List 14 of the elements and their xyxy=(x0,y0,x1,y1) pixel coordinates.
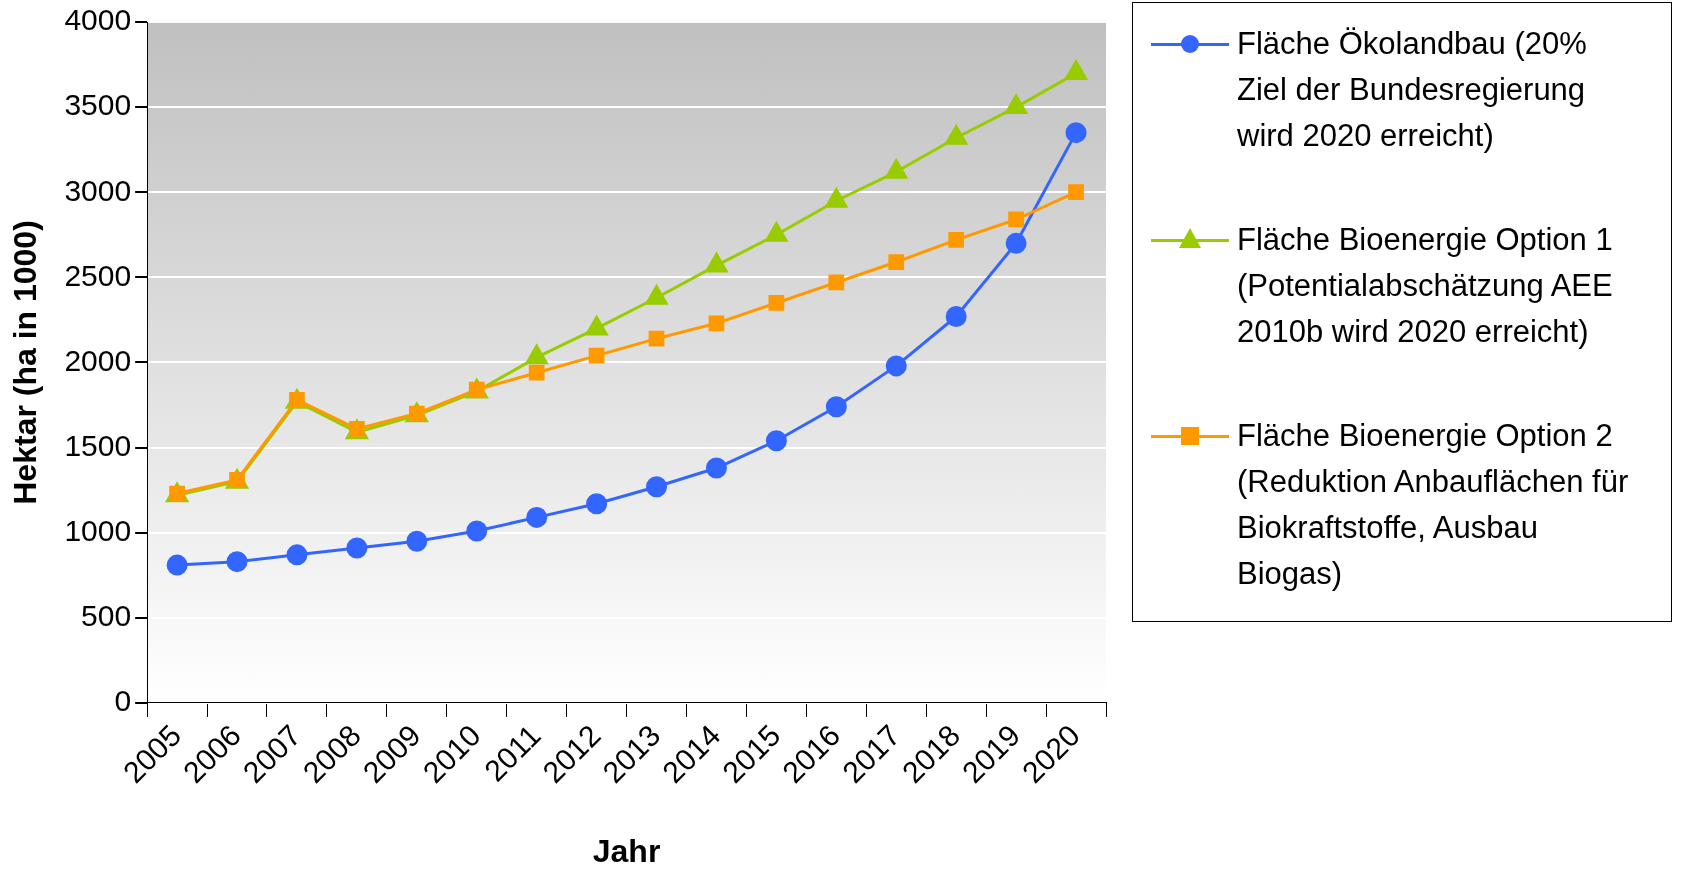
y-tick-label: 3000 xyxy=(64,173,132,207)
y-tick-label: 3500 xyxy=(64,88,132,122)
legend-label: Fläche Bioenergie Option 2 (Reduktion Anbauflächen für Biokraftstoffe, Ausbau Biogas) xyxy=(1237,417,1630,593)
legend-label: Fläche Ökolandbau (20% Ziel der Bundesregierung wird 2020 erreicht) xyxy=(1237,25,1588,155)
y-tick-label: 2000 xyxy=(64,343,132,377)
y-tick-label: 0 xyxy=(114,684,132,718)
y-axis-title: Hektar (ha in 1000) xyxy=(7,220,44,505)
legend-label: Fläche Bioenergie Option 1 (Potentialabschätzung AEE 2010b wird 2020 erreicht) xyxy=(1237,221,1614,351)
y-tick-label: 4000 xyxy=(64,3,132,37)
y-tick-label: 1500 xyxy=(64,428,132,462)
y-tick-label: 1000 xyxy=(64,513,132,547)
x-axis-title: Jahr xyxy=(592,832,661,869)
y-tick-label: 500 xyxy=(81,599,132,633)
y-tick-label: 2500 xyxy=(64,258,132,292)
